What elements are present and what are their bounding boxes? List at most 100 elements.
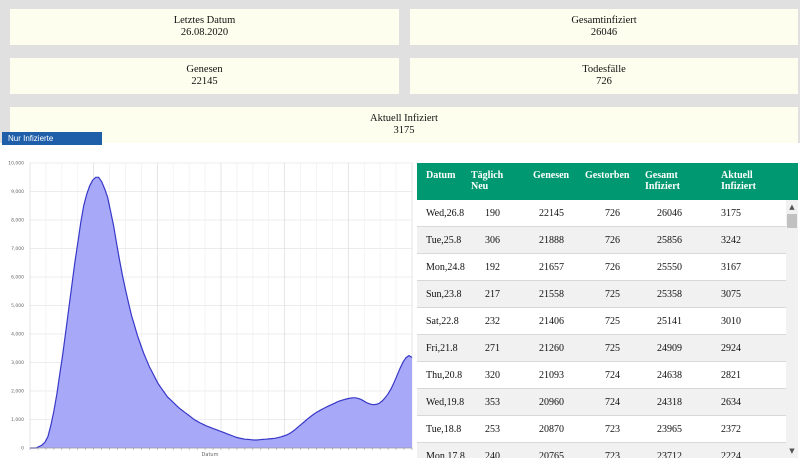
table-row[interactable]: Mon,24.8 192 21657 726 25550 3167 [417, 254, 786, 281]
table-row[interactable]: Mon,17.8 240 20765 723 23712 2224 [417, 443, 786, 458]
chart-x-ticks [29, 448, 413, 450]
col-header-date[interactable]: Datum [426, 170, 456, 181]
cell-deaths: 725 [605, 289, 620, 300]
col-header-daily-new[interactable]: Täglich Neu [471, 170, 504, 192]
cell-date: Fri,21.8 [426, 343, 458, 354]
cell-total-infected: 25141 [657, 316, 682, 327]
table-row[interactable]: Fri,21.8 271 21260 725 24909 2924 [417, 335, 786, 362]
chart-x-label: Datum [202, 452, 219, 458]
col-header-deaths[interactable]: Gestorben [585, 170, 630, 181]
table-row[interactable]: Wed,26.8 190 22145 726 26046 3175 [417, 200, 786, 227]
scroll-down-arrow-icon[interactable]: ▼ [789, 447, 795, 455]
cell-total-infected: 25856 [657, 235, 682, 246]
card-label: Genesen [186, 64, 223, 75]
cell-daily-new: 320 [485, 370, 500, 381]
cell-current-infected: 2821 [721, 370, 741, 381]
chart-y-tick-label: 10,000 [8, 161, 24, 167]
chart-y-tick-label: 5,000 [11, 303, 24, 309]
cell-total-infected: 24909 [657, 343, 682, 354]
scroll-up-arrow-icon[interactable]: ▲ [789, 203, 795, 211]
cell-daily-new: 306 [485, 235, 500, 246]
cell-current-infected: 2924 [721, 343, 741, 354]
card-total-infected: Gesamtinfiziert 26046 [410, 9, 798, 45]
table-row[interactable]: Tue,18.8 253 20870 723 23965 2372 [417, 416, 786, 443]
card-label: Gesamtinfiziert [571, 15, 637, 26]
cell-daily-new: 253 [485, 424, 500, 435]
chart-y-tick-label: 4,000 [11, 332, 24, 338]
cell-daily-new: 271 [485, 343, 500, 354]
table-row[interactable]: Wed,19.8 353 20960 724 24318 2634 [417, 389, 786, 416]
cell-date: Mon,17.8 [426, 451, 465, 458]
cell-total-infected: 24638 [657, 370, 682, 381]
cell-daily-new: 232 [485, 316, 500, 327]
cell-deaths: 725 [605, 316, 620, 327]
table-row[interactable]: Sun,23.8 217 21558 725 25358 3075 [417, 281, 786, 308]
card-recovered: Genesen 22145 [10, 58, 399, 94]
cell-total-infected: 25358 [657, 289, 682, 300]
cell-deaths: 725 [605, 343, 620, 354]
cell-daily-new: 217 [485, 289, 500, 300]
cell-deaths: 726 [605, 208, 620, 219]
cell-deaths: 723 [605, 424, 620, 435]
chart-area-series [30, 177, 412, 449]
cell-total-infected: 23712 [657, 451, 682, 458]
card-deaths: Todesfälle 726 [410, 58, 798, 94]
filter-infected-only-button[interactable]: Nur Infizierte [2, 132, 102, 145]
col-header-current-infected[interactable]: Aktuell Infiziert [721, 170, 756, 192]
cell-daily-new: 240 [485, 451, 500, 458]
cell-recovered: 20870 [539, 424, 564, 435]
cell-total-infected: 26046 [657, 208, 682, 219]
table-body: Wed,26.8 190 22145 726 26046 3175 Tue,25.8 306 2… [417, 200, 786, 458]
cell-date: Mon,24.8 [426, 262, 465, 273]
cell-recovered: 21406 [539, 316, 564, 327]
card-last-date: Letztes Datum 26.08.2020 [10, 9, 399, 45]
cell-deaths: 723 [605, 451, 620, 458]
infections-chart: 0 1,000 2,000 3,000 4,000 5,000 6,000 7,000 8,00… [8, 161, 413, 458]
table-header: Datum Täglich Neu Genesen Gestorben Gesa… [417, 163, 798, 200]
card-label: Todesfälle [582, 64, 626, 75]
cell-current-infected: 2224 [721, 451, 741, 458]
chart-y-tick-label: 8,000 [11, 218, 24, 224]
cell-current-infected: 3175 [721, 208, 741, 219]
card-value: 22145 [191, 76, 218, 87]
col-header-total-infected[interactable]: Gesamt Infiziert [645, 170, 680, 192]
cell-total-infected: 25550 [657, 262, 682, 273]
table-scrollbar[interactable]: ▲ ▼ [786, 200, 798, 458]
cell-daily-new: 192 [485, 262, 500, 273]
card-value: 26046 [590, 27, 618, 38]
cell-recovered: 20765 [539, 451, 564, 458]
scrollbar-thumb[interactable] [787, 214, 797, 228]
table-row[interactable]: Thu,20.8 320 21093 724 24638 2821 [417, 362, 786, 389]
card-currently-infected: Aktuell Infiziert 3175 [10, 107, 798, 143]
chart-y-tick-label: 9,000 [11, 189, 24, 195]
cell-current-infected: 3010 [721, 316, 741, 327]
cell-date: Wed,19.8 [426, 397, 465, 408]
cell-current-infected: 3075 [721, 289, 741, 300]
table-row[interactable]: Tue,25.8 306 21888 726 25856 3242 [417, 227, 786, 254]
cell-date: Sat,22.8 [426, 316, 459, 327]
cell-recovered: 21093 [539, 370, 564, 381]
card-label: Aktuell Infiziert [370, 113, 438, 124]
cell-recovered: 21888 [539, 235, 564, 246]
cell-total-infected: 24318 [657, 397, 682, 408]
cell-daily-new: 353 [485, 397, 500, 408]
chart-series-line [30, 176, 413, 449]
cell-current-infected: 2634 [721, 397, 741, 408]
col-header-recovered[interactable]: Genesen [533, 170, 570, 181]
cell-current-infected: 3167 [721, 262, 741, 273]
cell-date: Tue,18.8 [426, 424, 462, 435]
cell-current-infected: 3242 [721, 235, 741, 246]
cell-recovered: 22145 [539, 208, 564, 219]
chart-y-tick-label: 7,000 [11, 246, 24, 252]
cell-date: Thu,20.8 [426, 370, 463, 381]
cell-daily-new: 190 [485, 208, 500, 219]
table-row[interactable]: Sat,22.8 232 21406 725 25141 3010 [417, 308, 786, 335]
cell-deaths: 724 [605, 370, 620, 381]
chart-y-tick-label: 6,000 [11, 275, 24, 281]
chart-y-tick-label: 2,000 [11, 389, 24, 395]
chart-y-tick-label: 0 [21, 446, 24, 452]
card-label: Letztes Datum [173, 15, 236, 26]
cell-recovered: 20960 [539, 397, 564, 408]
card-value: 3175 [393, 125, 415, 136]
cell-deaths: 724 [605, 397, 620, 408]
